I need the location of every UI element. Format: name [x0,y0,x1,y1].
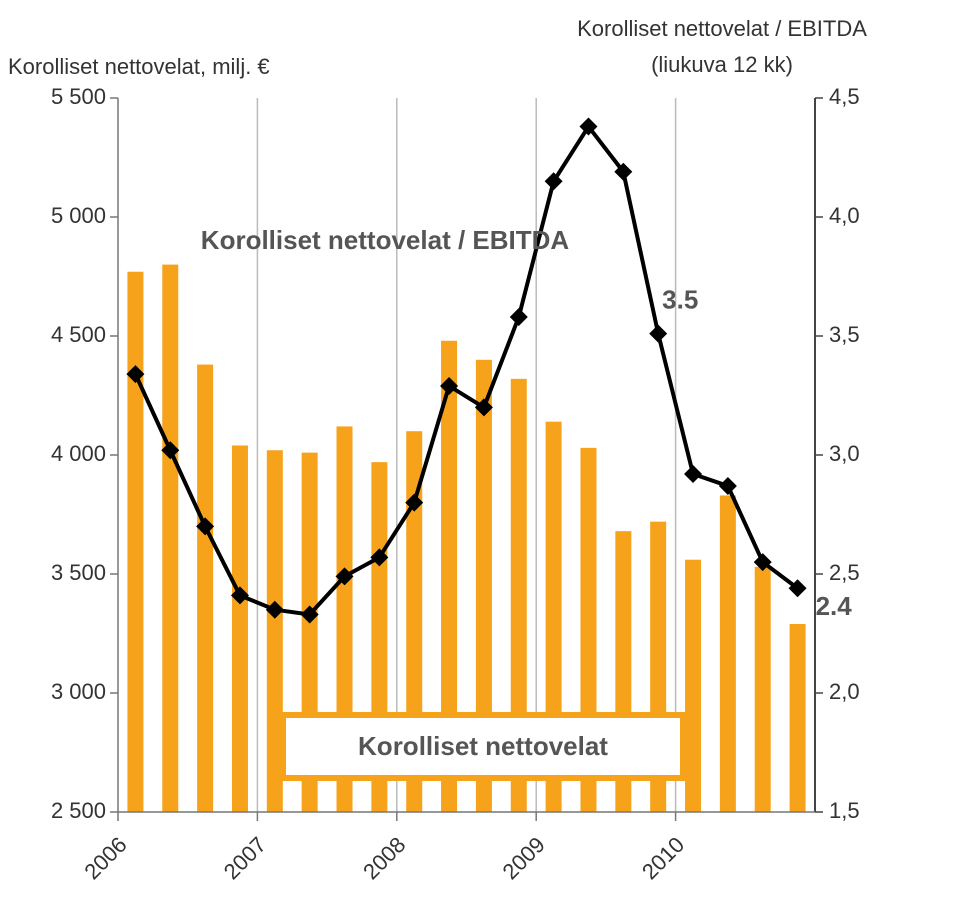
marker [788,579,807,598]
series-label: Korolliset nettovelat / EBITDA [201,225,570,255]
marker [370,548,389,567]
marker [579,117,598,136]
y2-tick-label: 2,0 [829,679,860,704]
bar [231,445,248,812]
marker [126,365,145,384]
y-tick-label: 2 500 [51,798,106,823]
y2-tick-label: 4,0 [829,203,860,228]
marker [544,172,563,191]
bar [475,359,492,812]
bar [789,623,806,812]
y-tick-label: 5 000 [51,203,106,228]
marker [265,600,284,619]
y-tick-label: 5 500 [51,84,106,109]
y2-tick-label: 4,5 [829,84,860,109]
y-axis-title: Korolliset nettovelat, milj. € [8,54,270,79]
y2-tick-label: 1,5 [829,798,860,823]
x-tick-label: 2010 [637,832,689,884]
series-label-box [280,712,686,781]
bar [266,450,283,812]
marker [509,307,528,326]
x-tick-label: 2006 [79,832,131,884]
marker [753,553,772,572]
y-tick-label: 4 000 [51,441,106,466]
bar [162,264,179,813]
marker [684,465,703,484]
y2-tick-label: 3,0 [829,441,860,466]
bar [685,559,702,812]
marker [649,324,668,343]
y-tick-label: 4 500 [51,322,106,347]
y2-axis-title: (liukuva 12 kk) [651,52,793,77]
y2-tick-label: 3,5 [829,322,860,347]
marker [196,517,215,536]
marker [440,376,459,395]
marker [405,493,424,512]
bar [127,271,144,812]
bar [719,495,736,812]
y-tick-label: 3 000 [51,679,106,704]
marker [300,605,319,624]
data-label: 2.4 [816,591,853,621]
series-label: Korolliset nettovelat [358,731,608,761]
marker [718,476,737,495]
marker [161,441,180,460]
marker [614,162,633,181]
y-tick-label: 3 500 [51,560,106,585]
marker [230,586,249,605]
marker [335,567,354,586]
marker [474,398,493,417]
bar [441,340,458,812]
x-tick-label: 2009 [498,832,550,884]
bar [754,566,771,812]
x-tick-label: 2008 [358,832,410,884]
y2-axis-title: Korolliset nettovelat / EBITDA [577,16,867,41]
bar [510,378,527,812]
y2-tick-label: 2,5 [829,560,860,585]
x-tick-label: 2007 [219,832,271,884]
data-label: 3.5 [662,284,698,314]
bar [197,364,214,812]
